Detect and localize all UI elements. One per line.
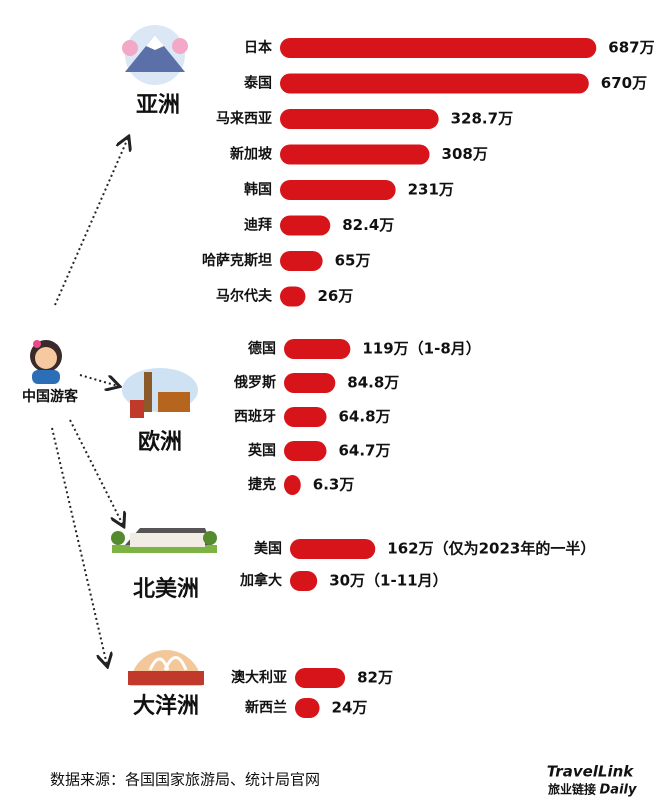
value-label: 30万（1-11月） [329,572,447,590]
arrows [51,138,128,665]
value-label: 6.3万 [313,476,355,494]
bar [284,339,351,359]
bar [284,407,327,427]
traveler-icon [30,340,62,384]
value-label: 84.8万 [347,374,399,392]
bar [284,441,327,461]
bar [280,251,323,271]
category-label: 德国 [248,340,276,357]
category-label: 马尔代夫 [216,288,273,305]
category-label: 韩国 [244,181,272,198]
category-label: 泰国 [243,75,272,92]
value-label: 82万 [357,669,393,687]
category-label: 捷克 [248,476,276,493]
category-label: 西班牙 [234,408,276,425]
category-label: 新西兰 [245,699,287,716]
region-title: 亚洲 [136,93,180,118]
category-label: 美国 [254,540,282,557]
north-america-icon [111,528,217,553]
europe-icon [122,368,198,418]
category-label: 澳大利亚 [231,669,287,686]
bar [295,698,320,718]
bar [280,144,430,165]
oceania-icon [128,650,204,686]
bar [280,73,589,94]
category-label: 俄罗斯 [233,374,276,391]
bar [280,109,439,129]
logo-cn: 旅业链接 [548,782,596,797]
source-note: 数据来源：各国国家旅游局、统计局官网 [50,771,320,789]
asia-icon [122,25,188,85]
value-label: 308万 [442,145,488,163]
category-label: 日本 [244,39,273,56]
bar [290,539,376,559]
category-label: 马来西亚 [216,111,272,127]
value-label: 231万 [408,181,454,199]
value-label: 24万 [332,699,368,717]
traveler-label: 中国游客 [22,388,79,405]
value-label: 119万（1-8月） [362,340,480,358]
value-label: 670万 [601,74,647,92]
bar [280,215,331,236]
value-label: 64.8万 [339,408,391,426]
value-label: 82.4万 [342,216,394,234]
region-title: 欧洲 [138,429,182,455]
bar [295,668,346,688]
category-label: 英国 [247,442,276,459]
value-label: 26万 [317,287,353,305]
value-label: 162万（仅为2023年的一半） [387,540,595,558]
logo-top: TravelLink [547,763,635,781]
category-label: 迪拜 [244,217,272,234]
value-label: 328.7万 [451,110,513,128]
bar [284,475,301,495]
region-title: 北美洲 [133,576,199,602]
logo-en: Daily [600,783,637,798]
value-label: 64.7万 [338,442,390,460]
region-title: 大洋洲 [133,693,199,719]
category-label: 新加坡 [230,146,273,163]
category-label: 加拿大 [239,572,282,589]
bar [280,286,306,307]
bar [284,373,336,393]
bar [290,571,318,591]
bar [280,38,597,58]
bar [280,180,396,200]
value-label: 687万 [608,39,654,57]
category-label: 哈萨克斯坦 [202,252,272,269]
value-label: 65万 [335,252,371,270]
